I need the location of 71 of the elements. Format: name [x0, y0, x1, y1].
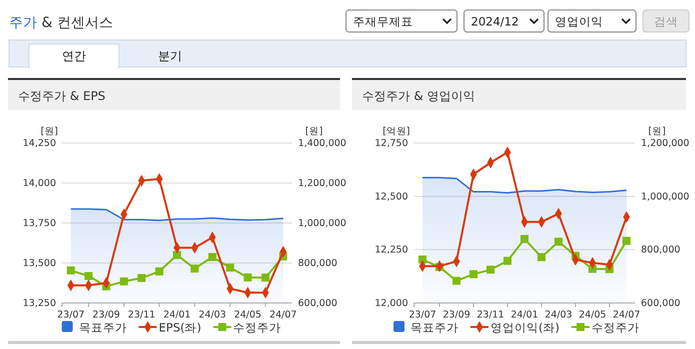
- x-tick-label: 23/11: [128, 310, 156, 321]
- point: [520, 235, 528, 243]
- text: 분기: [158, 49, 182, 63]
- x-tick-label: 23/09: [442, 310, 470, 321]
- text: 주가 & 컨센서스: [9, 15, 113, 31]
- point: [120, 277, 128, 286]
- y-tick-label: 12,000: [374, 298, 408, 310]
- y2-tick-label: 800,000: [298, 258, 338, 270]
- legend-label: 영업이익(좌): [490, 320, 560, 334]
- point: [554, 238, 562, 246]
- point: [504, 256, 512, 265]
- point: [155, 267, 164, 276]
- point: [538, 253, 546, 262]
- point: [452, 276, 460, 285]
- dropdown: 주재무제표: [346, 10, 458, 32]
- y-tick-label: 13,750: [22, 218, 56, 230]
- y2-tick-label: 600,000: [641, 298, 680, 310]
- y-tick-label: 12,500: [374, 191, 408, 202]
- y-tick-label: 13,500: [22, 258, 56, 270]
- y-axis-title: [원]: [40, 126, 58, 137]
- legend-label: EPS(좌): [158, 320, 202, 334]
- point: [486, 266, 494, 274]
- y2-axis-title: [원]: [648, 126, 666, 137]
- y-axis-title: [억원]: [382, 126, 410, 137]
- x-tick-label: 23/11: [476, 310, 504, 321]
- chart-title: 수정주가 & 영업이익: [362, 89, 475, 103]
- dropdown: 영업이익: [548, 10, 636, 32]
- x-tick-label: 23/07: [408, 310, 436, 321]
- point: [190, 264, 199, 273]
- point: [208, 253, 216, 261]
- point: [470, 270, 478, 278]
- y-tick-label: 13,250: [22, 298, 56, 310]
- point: [261, 274, 270, 282]
- point: [173, 251, 181, 259]
- point: [84, 272, 93, 280]
- y-tick-label: 14,000: [22, 178, 56, 190]
- x-tick-label: 24/01: [510, 310, 538, 321]
- point: [226, 264, 234, 272]
- point: [418, 256, 426, 264]
- dropdown: 2024/12: [464, 10, 544, 32]
- y2-tick-label: 1,200,000: [298, 178, 346, 190]
- text: 연간: [62, 49, 86, 63]
- x-tick-label: 24/07: [269, 310, 297, 321]
- legend-label: 목표주가: [78, 320, 127, 334]
- x-tick-label: 24/01: [163, 310, 191, 321]
- point: [244, 273, 252, 282]
- legend-label: 수정주가: [233, 320, 282, 334]
- x-tick-label: 24/03: [198, 310, 226, 321]
- y2-tick-label: 600,000: [298, 298, 338, 310]
- x-tick-label: 24/07: [612, 310, 640, 321]
- y2-tick-label: 1,000,000: [641, 191, 690, 202]
- y2-tick-label: 1,400,000: [298, 138, 346, 150]
- y2-axis-title: [원]: [305, 126, 323, 137]
- point: [138, 274, 146, 282]
- y-tick-label: 14,250: [22, 138, 56, 150]
- y-tick-label: 12,250: [374, 244, 408, 256]
- legend-label: 수정주가: [591, 320, 640, 334]
- y2-tick-label: 1,200,000: [641, 138, 690, 150]
- search-button: 검색: [642, 10, 690, 32]
- y-tick-label: 12,750: [374, 138, 408, 150]
- point: [66, 266, 75, 274]
- x-tick-label: 24/05: [234, 310, 262, 321]
- x-tick-label: 23/07: [57, 310, 85, 321]
- y2-tick-label: 1,000,000: [298, 218, 346, 230]
- point: [622, 236, 630, 245]
- x-tick-label: 23/09: [92, 310, 120, 321]
- legend-label: 목표주가: [410, 320, 459, 334]
- x-tick-label: 24/03: [544, 310, 572, 321]
- x-tick-label: 24/05: [578, 310, 606, 321]
- chart-title: 수정주가 & EPS: [18, 89, 106, 103]
- y2-tick-label: 800,000: [641, 244, 680, 256]
